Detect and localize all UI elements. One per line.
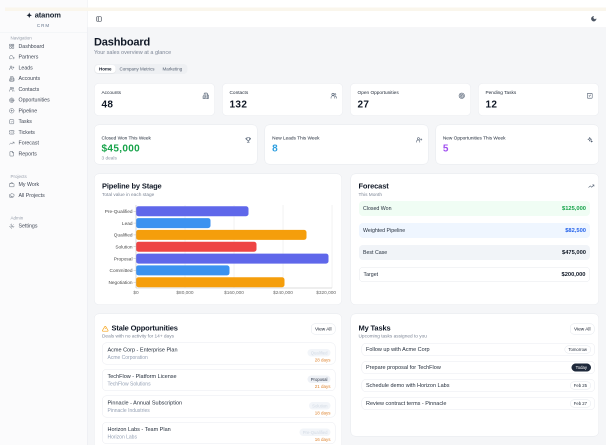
svg-text:$160,000: $160,000 (224, 290, 244, 296)
svg-text:Pre-Qualified: Pre-Qualified (105, 209, 133, 215)
svg-text:Negotiation: Negotiation (108, 280, 132, 286)
svg-text:Committed: Committed (110, 268, 133, 274)
svg-text:$240,000: $240,000 (273, 290, 293, 296)
svg-text:$0: $0 (133, 290, 139, 296)
svg-text:Proposal: Proposal (114, 256, 133, 262)
svg-text:Lead: Lead (122, 221, 133, 227)
svg-text:$320,000: $320,000 (316, 290, 336, 296)
svg-text:Qualified: Qualified (114, 233, 133, 239)
svg-text:Solution: Solution (115, 244, 133, 250)
svg-text:$80,000: $80,000 (176, 290, 194, 296)
